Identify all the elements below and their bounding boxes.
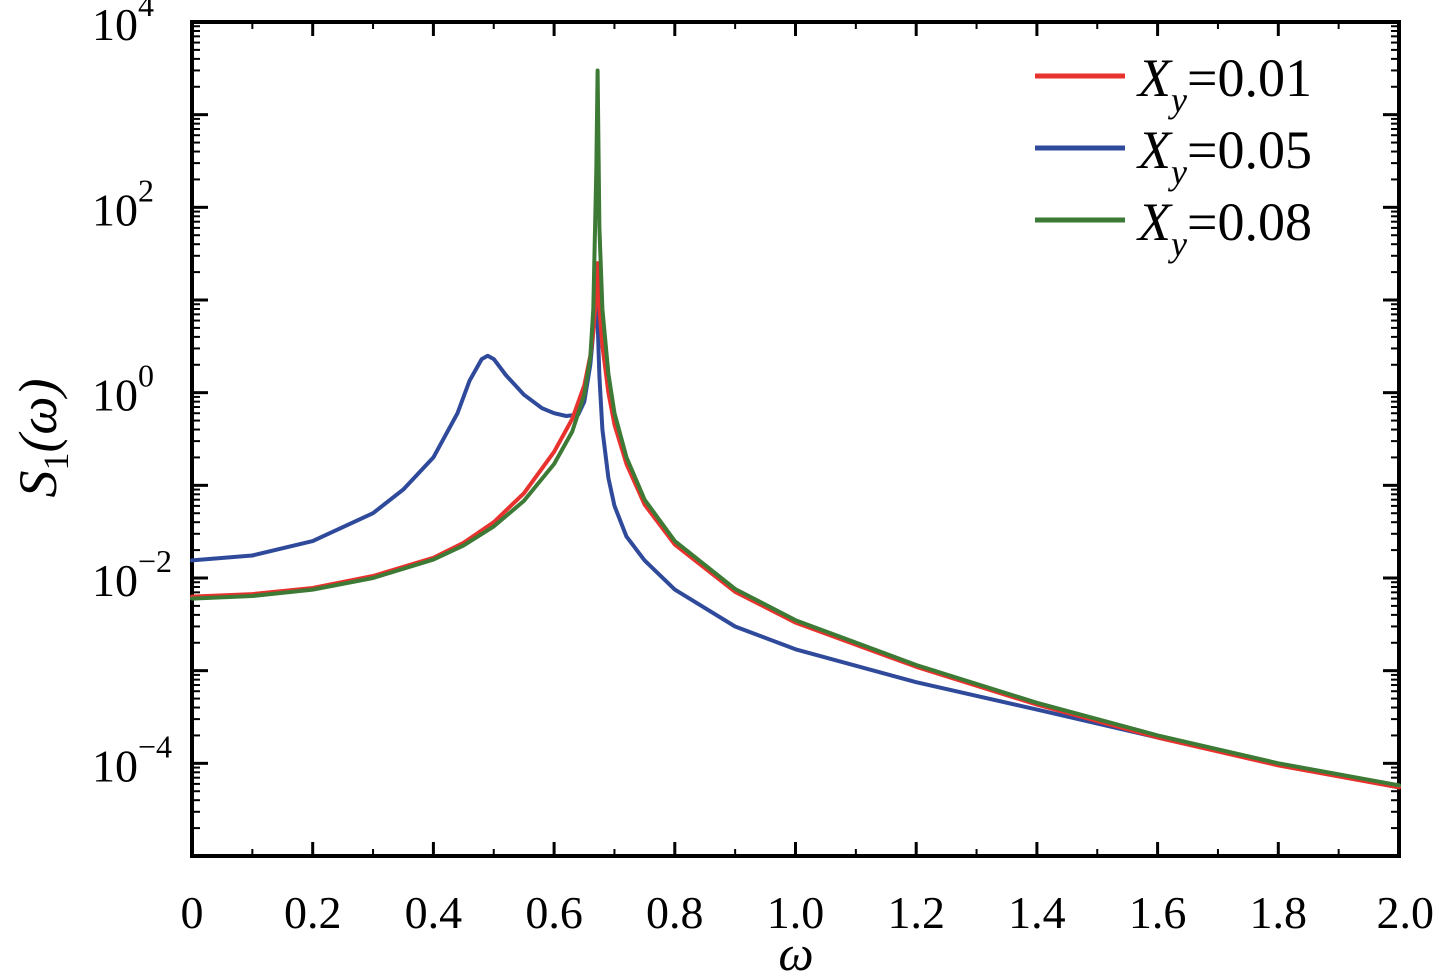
- x-tick-label: 0.8: [646, 887, 704, 938]
- series-line-0: [190, 261, 1401, 790]
- x-tick-label: 1.8: [1250, 887, 1308, 938]
- y-tick-exp: −4: [138, 728, 172, 764]
- x-tick-label: 0.4: [405, 887, 463, 938]
- legend-value: =0.05: [1187, 120, 1312, 180]
- series-layer: [190, 68, 1401, 790]
- y-tick-exp: 4: [138, 0, 154, 23]
- y-tick-label: 10−2: [92, 543, 172, 606]
- y-tick-exp: 0: [138, 358, 154, 394]
- x-tick-label: 1.2: [887, 887, 945, 938]
- x-tick-label: 0: [181, 887, 204, 938]
- y-tick-base: 10: [92, 555, 138, 606]
- y-tick-label: 104: [92, 0, 154, 50]
- x-tick-label: 2.0: [1377, 887, 1435, 938]
- x-tick-label: 1.4: [1008, 887, 1066, 938]
- y-axis-label-main: S: [8, 471, 68, 498]
- x-tick-label: 1.0: [767, 887, 825, 938]
- x-tick-label: 1.6: [1129, 887, 1187, 938]
- legend-label-1: Xy=0.05: [1136, 120, 1312, 192]
- y-axis-label-rest: (ω): [8, 378, 68, 452]
- legend-sub: y: [1168, 224, 1187, 264]
- legend-sub: y: [1168, 152, 1187, 192]
- y-tick-base: 10: [92, 0, 138, 50]
- y-tick-label: 10−4: [92, 728, 172, 791]
- legend-var: X: [1136, 48, 1173, 108]
- y-tick-base: 10: [92, 370, 138, 421]
- y-axis-label-sub: 1: [36, 453, 76, 471]
- legend-label-0: Xy=0.01: [1136, 48, 1312, 120]
- series-line-2: [190, 68, 1401, 788]
- x-axis-label: ω: [778, 925, 813, 973]
- y-tick-exp: −2: [138, 543, 172, 579]
- x-tick-labels: 0 0.2 0.4 0.6 0.8 1.0 1.2 1.4 1.6 1.8 2.0: [181, 887, 1435, 938]
- series-line-1: [190, 298, 1401, 790]
- y-tick-label: 102: [92, 172, 154, 235]
- y-tick-base: 10: [92, 184, 138, 235]
- axis-ticks: [190, 20, 1401, 858]
- legend-value: =0.01: [1187, 48, 1312, 108]
- y-tick-exp: 2: [138, 172, 154, 208]
- legend-var: X: [1136, 192, 1173, 252]
- x-tick-label: 0.2: [284, 887, 342, 938]
- legend-label-2: Xy=0.08: [1136, 192, 1312, 264]
- legend-sub: y: [1168, 80, 1187, 120]
- y-tick-label: 100: [92, 358, 154, 421]
- legend-value: =0.08: [1187, 192, 1312, 252]
- x-tick-label: 0.6: [525, 887, 583, 938]
- legend-var: X: [1136, 120, 1173, 180]
- y-axis-label: S1(ω): [8, 378, 76, 497]
- y-tick-base: 10: [92, 740, 138, 791]
